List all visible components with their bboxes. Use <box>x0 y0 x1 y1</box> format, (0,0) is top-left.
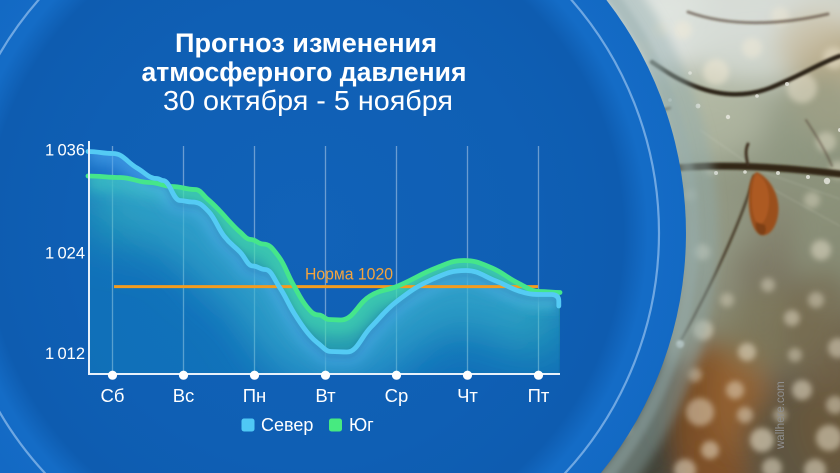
svg-text:Пт: Пт <box>528 385 550 406</box>
svg-text:1 024: 1 024 <box>45 245 85 263</box>
svg-text:Пн: Пн <box>243 385 267 406</box>
svg-text:30 октября - 5 ноября: 30 октября - 5 ноября <box>163 85 453 116</box>
svg-text:Ср: Ср <box>385 385 409 406</box>
svg-text:Прогноз изменения: Прогноз изменения <box>175 28 437 58</box>
svg-text:Юг: Юг <box>349 415 374 435</box>
svg-text:атмосферного давления: атмосферного давления <box>142 57 467 87</box>
svg-text:Норма 1020: Норма 1020 <box>305 265 393 284</box>
svg-text:Вс: Вс <box>173 385 195 406</box>
svg-text:Сб: Сб <box>101 385 125 406</box>
svg-text:1 036: 1 036 <box>45 142 85 160</box>
svg-text:wallhere.com: wallhere.com <box>775 381 787 450</box>
svg-text:Чт: Чт <box>457 385 478 406</box>
svg-text:1 012: 1 012 <box>45 345 85 363</box>
svg-text:Вт: Вт <box>315 385 336 406</box>
svg-text:Север: Север <box>261 415 313 435</box>
